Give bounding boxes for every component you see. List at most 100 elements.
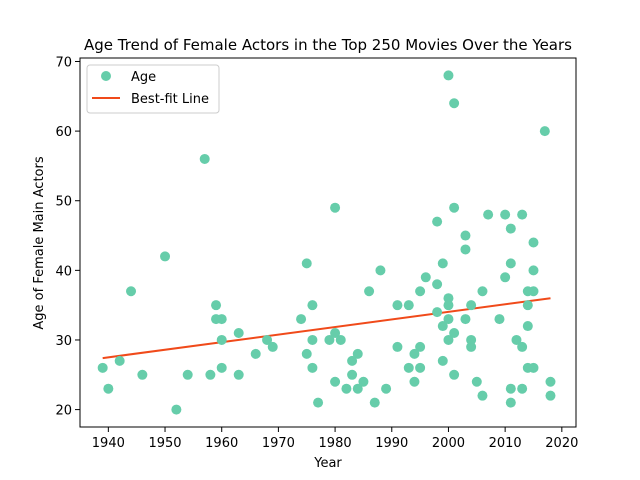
data-point [545,390,556,401]
data-point [477,286,488,297]
data-point [522,300,533,311]
points-layer [97,70,556,415]
data-point [409,348,420,359]
y-tick-label: 30 [55,334,72,349]
y-tick-label: 60 [55,125,72,140]
y-tick-label: 40 [55,264,72,279]
data-point [313,397,324,408]
data-point [126,286,137,297]
data-point [137,369,148,380]
data-point [443,293,454,304]
data-point [262,334,273,345]
data-point [443,300,454,311]
data-point [517,341,528,352]
data-point [483,209,494,220]
data-point [392,341,403,352]
data-point [324,334,335,345]
data-point [528,237,539,248]
data-point [381,383,392,394]
data-point [415,362,426,373]
data-point [403,300,414,311]
x-axis-ticks: 1940 1950 1960 1970 1980 1990 2000 2010 2020 [92,427,578,451]
data-point [335,334,346,345]
data-point [352,383,363,394]
x-tick-label: 2020 [545,436,578,451]
data-point [233,328,244,339]
data-point [216,334,227,345]
data-point [528,265,539,276]
data-point [211,300,222,311]
data-point [364,286,375,297]
data-point [545,376,556,387]
best-fit-layer [102,297,551,360]
data-point [449,98,460,109]
data-point [296,314,307,325]
x-tick-label: 1970 [262,436,295,451]
data-point [505,397,516,408]
data-point [466,341,477,352]
data-point [494,314,505,325]
data-point [437,321,448,332]
data-point [466,300,477,311]
data-point [505,383,516,394]
data-point [500,272,511,283]
data-point [517,209,528,220]
data-point [460,230,471,241]
chart-title: Age Trend of Female Actors in the Top 25… [84,36,572,54]
data-point [460,314,471,325]
data-point [301,348,312,359]
data-point [432,279,443,290]
x-tick-label: 1980 [319,436,352,451]
data-point [347,355,358,366]
data-point [267,341,278,352]
y-axis-label: Age of Female Main Actors [32,156,47,329]
legend-label-age: Age [131,70,156,85]
data-point [415,286,426,297]
x-tick-label: 1990 [375,436,408,451]
x-tick-label: 1960 [205,436,238,451]
y-tick-label: 20 [55,404,72,419]
data-point [250,348,261,359]
data-point [97,362,108,373]
x-axis-label: Year [313,456,342,471]
data-point [171,404,182,415]
data-point [471,376,482,387]
y-axis-ticks: 20 30 40 50 60 70 [55,55,80,419]
data-point [199,153,210,164]
data-point [160,251,171,262]
data-point [307,334,318,345]
data-point [182,369,193,380]
x-tick-label: 1950 [148,436,181,451]
data-point [415,341,426,352]
data-point [505,223,516,234]
data-point [528,286,539,297]
data-point [437,355,448,366]
x-tick-label: 1940 [92,436,125,451]
data-point [330,376,341,387]
data-point [369,397,380,408]
legend: Age Best-fit Line [86,64,220,114]
data-point [449,369,460,380]
x-tick-label: 2010 [489,436,522,451]
plot-area [79,57,577,428]
data-point [477,390,488,401]
data-point [347,369,358,380]
data-point [307,300,318,311]
data-point [103,383,114,394]
data-point [517,383,528,394]
data-point [466,334,477,345]
data-point [505,258,516,269]
data-point [114,355,125,366]
data-point [403,362,414,373]
data-point [539,126,550,137]
data-point [437,258,448,269]
best-fit-line [102,297,551,360]
data-point [307,362,318,373]
data-point [460,244,471,255]
data-point [420,272,431,283]
data-point [358,376,369,387]
data-point [409,376,420,387]
data-point [443,334,454,345]
data-point [432,307,443,318]
